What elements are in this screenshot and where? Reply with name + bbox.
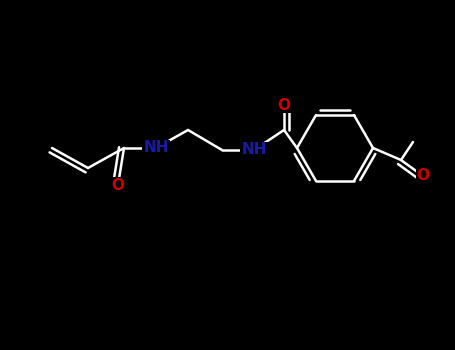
Text: O: O xyxy=(111,177,125,192)
Text: NH: NH xyxy=(143,140,169,155)
Text: O: O xyxy=(278,98,290,112)
Text: NH: NH xyxy=(241,142,267,158)
Text: O: O xyxy=(416,168,430,183)
